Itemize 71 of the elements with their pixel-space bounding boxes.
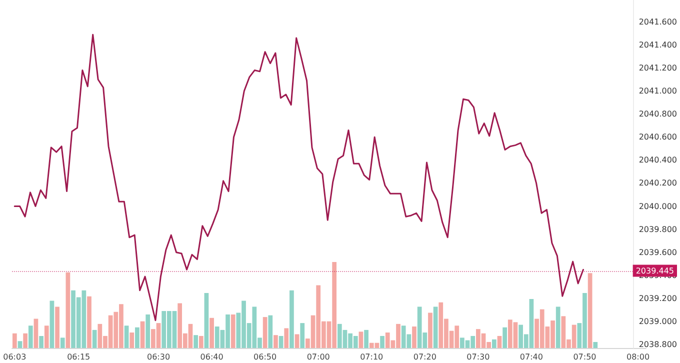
bar bbox=[433, 306, 438, 348]
y-tick-label: 2040.400 bbox=[638, 156, 677, 165]
bar bbox=[23, 333, 28, 348]
bar bbox=[556, 306, 560, 348]
bar bbox=[290, 290, 294, 348]
bar bbox=[593, 342, 598, 348]
line-series bbox=[14, 34, 584, 322]
x-tick-label: 07:00 bbox=[306, 352, 330, 362]
y-tick-label: 2038.800 bbox=[638, 340, 677, 350]
x-tick-label: 07:20 bbox=[413, 352, 436, 362]
y-tick-label: 2041.000 bbox=[638, 86, 677, 96]
x-tick-label: 06:15 bbox=[67, 352, 90, 362]
bar bbox=[210, 318, 214, 348]
y-tick-label: 2040.600 bbox=[638, 132, 677, 142]
y-tick-label: 2041.600 bbox=[638, 17, 677, 26]
x-tick-label: 07:10 bbox=[360, 352, 384, 362]
x-tick-label: 07:30 bbox=[466, 352, 490, 362]
x-tick-label: 07:40 bbox=[520, 352, 543, 362]
bar bbox=[124, 326, 129, 348]
bar bbox=[278, 336, 284, 348]
bar bbox=[380, 336, 384, 348]
y-tick-label: 2039.800 bbox=[638, 224, 677, 234]
bar bbox=[92, 330, 97, 348]
y-tick-label: 2039.000 bbox=[638, 316, 677, 326]
bar bbox=[497, 336, 502, 348]
bar bbox=[87, 296, 92, 348]
bar bbox=[34, 318, 38, 348]
bar bbox=[358, 332, 364, 348]
y-tick-label: 2040.000 bbox=[638, 202, 677, 211]
bar bbox=[44, 326, 49, 348]
x-tick-label: 06:03 bbox=[3, 352, 26, 362]
y-tick-label: 2040.800 bbox=[638, 110, 677, 119]
bar bbox=[268, 315, 273, 348]
bar bbox=[274, 335, 278, 348]
bar bbox=[428, 312, 432, 348]
x-tick-label: 06:50 bbox=[254, 352, 277, 362]
bar bbox=[130, 332, 134, 348]
bar bbox=[12, 333, 17, 348]
bar bbox=[50, 300, 54, 348]
bar bbox=[364, 330, 368, 348]
bar bbox=[135, 327, 140, 348]
bar bbox=[55, 306, 60, 348]
bar bbox=[140, 321, 145, 348]
y-tick-label: 2040.200 bbox=[638, 178, 677, 188]
x-tick-label: 08:00 bbox=[626, 352, 650, 362]
bar bbox=[39, 336, 44, 348]
bar bbox=[66, 272, 70, 348]
x-tick-label: 07:50 bbox=[573, 352, 596, 362]
y-tick-label: 2041.200 bbox=[638, 63, 677, 72]
bar bbox=[18, 341, 22, 348]
bar bbox=[502, 327, 507, 348]
bar bbox=[284, 328, 289, 348]
bar bbox=[60, 338, 65, 348]
bar bbox=[262, 317, 268, 348]
bar bbox=[300, 323, 305, 348]
bar bbox=[28, 326, 33, 348]
bar bbox=[204, 292, 209, 348]
bar bbox=[492, 339, 496, 348]
bar bbox=[588, 273, 592, 348]
ref-line-label: 2039.445 bbox=[636, 266, 674, 276]
x-tick-label: 06:30 bbox=[146, 352, 170, 362]
bar bbox=[198, 336, 204, 348]
y-tick-label: 2039.200 bbox=[638, 294, 677, 303]
bar bbox=[294, 334, 300, 348]
bar bbox=[146, 314, 150, 348]
bar bbox=[412, 326, 416, 348]
y-tick-label: 2039.600 bbox=[638, 248, 677, 257]
bar bbox=[194, 335, 198, 348]
y-tick-label: 2041.400 bbox=[638, 40, 677, 50]
bar bbox=[230, 314, 236, 348]
x-tick-label: 06:40 bbox=[200, 352, 224, 362]
